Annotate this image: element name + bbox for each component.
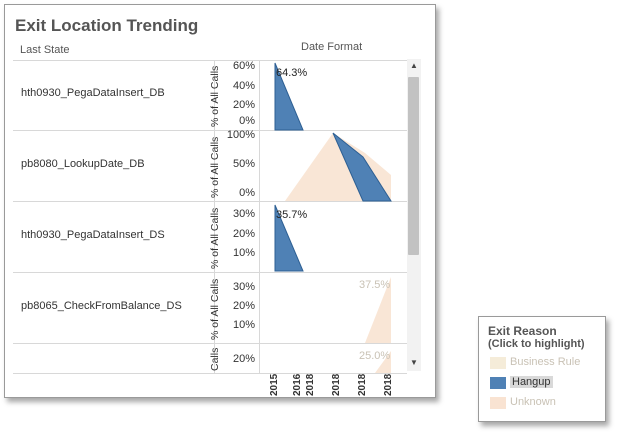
- column-divider: [259, 60, 260, 373]
- x-tick-label: 2016: [292, 373, 303, 396]
- x-tick-label: 2018: [357, 373, 368, 396]
- column-divider: [214, 60, 215, 373]
- y-tick-label: 10%: [232, 247, 255, 259]
- hangup-area-mark: [274, 62, 304, 131]
- x-tick-label: 2018: [383, 373, 394, 396]
- data-label: 35.7%: [276, 209, 307, 221]
- scroll-down-arrow-icon[interactable]: ▼: [410, 358, 418, 367]
- scrollbar-thumb[interactable]: [408, 77, 419, 255]
- row-label[interactable]: pb8080_LookupDate_DB: [21, 158, 145, 170]
- row-divider: [13, 272, 407, 273]
- unknown-area-mark: [375, 351, 391, 373]
- y-tick-label: 60%: [232, 60, 255, 72]
- y-tick-label: 0%: [239, 187, 255, 199]
- row-divider: [13, 130, 407, 131]
- x-tick-label: 2015: [269, 373, 280, 396]
- date-format-header[interactable]: Date Format: [301, 41, 363, 53]
- y-tick-label: 20%: [232, 99, 255, 111]
- hangup-area-mark: [332, 132, 392, 202]
- y-tick-label: 20%: [232, 228, 255, 240]
- row-label[interactable]: hth0930_PegaDataInsert_DS: [21, 229, 165, 241]
- data-label: 64.3%: [276, 67, 307, 79]
- row-divider: [13, 201, 407, 202]
- legend-swatch: [490, 357, 506, 369]
- data-label: 37.5%: [359, 279, 390, 291]
- legend-label: Unknown: [510, 396, 556, 408]
- x-tick-label: 2018: [305, 373, 316, 396]
- legend-label: Business Rule: [510, 356, 581, 368]
- legend-item-business-rule[interactable]: Business Rule: [490, 356, 600, 370]
- y-tick-label: 20%: [232, 353, 255, 365]
- unknown-area-mark: [365, 277, 391, 343]
- legend-subtitle: (Click to highlight): [488, 338, 585, 350]
- exit-reason-legend: Exit Reason (Click to highlight) Busines…: [478, 316, 606, 422]
- y-tick-label: 10%: [232, 319, 255, 331]
- row-divider: [13, 373, 407, 374]
- y-tick-label: 40%: [232, 80, 255, 92]
- legend-item-hangup[interactable]: Hangup: [490, 376, 600, 390]
- y-tick-label: 0%: [239, 115, 255, 127]
- legend-title: Exit Reason: [488, 324, 557, 338]
- legend-swatch: [490, 377, 506, 389]
- legend-item-unknown[interactable]: Unknown: [490, 396, 600, 410]
- y-tick-label: 30%: [232, 281, 255, 293]
- row-label[interactable]: pb8065_CheckFromBalance_DS: [21, 300, 182, 312]
- exit-location-chart-panel: Exit Location Trending Last State Date F…: [4, 4, 436, 398]
- y-tick-label: 50%: [232, 158, 255, 170]
- y-tick-label: 30%: [232, 208, 255, 220]
- area-chart-svg: 64.3% 35.7% 37.5% 25.0%: [274, 62, 392, 373]
- data-label: 25.0%: [359, 350, 390, 362]
- y-tick-label: 20%: [232, 300, 255, 312]
- legend-swatch: [490, 397, 506, 409]
- scroll-up-arrow-icon[interactable]: ▲: [410, 61, 418, 70]
- row-divider: [13, 60, 407, 61]
- legend-label: Hangup: [510, 376, 553, 388]
- y-tick-label: 100%: [226, 129, 255, 141]
- last-state-header[interactable]: Last State: [20, 44, 70, 56]
- x-tick-label: 2018: [331, 373, 342, 396]
- hangup-area-mark: [274, 204, 304, 272]
- row-divider: [13, 343, 407, 344]
- row-label[interactable]: hth0930_PegaDataInsert_DB: [21, 87, 165, 99]
- chart-title: Exit Location Trending: [15, 16, 199, 35]
